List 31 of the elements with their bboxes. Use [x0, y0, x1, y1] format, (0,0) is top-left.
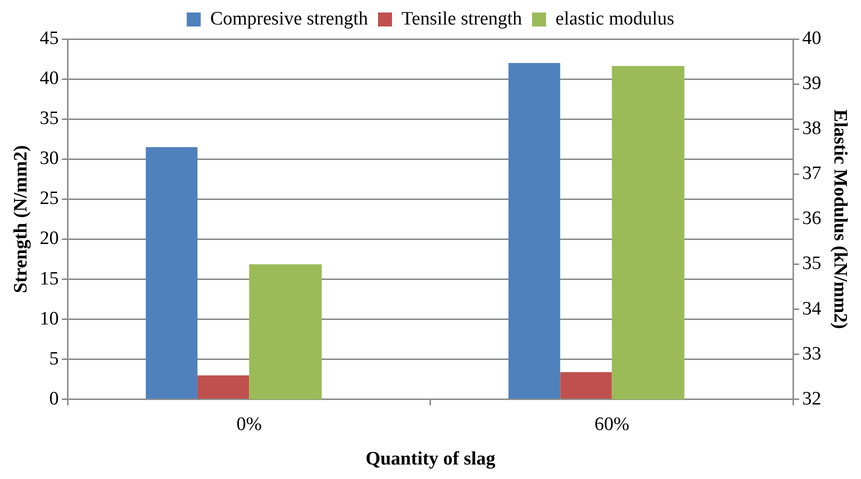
x-axis-title: Quantity of slag — [366, 448, 496, 470]
y2-tick-label: 40 — [802, 28, 822, 49]
y2-tick-label: 36 — [802, 208, 822, 230]
legend-label: Tensile strength — [401, 8, 523, 30]
bar — [146, 147, 198, 399]
x-tick-label: 0% — [236, 414, 262, 435]
legend-label: elastic modulus — [556, 8, 674, 30]
y-tick-label: 10 — [40, 308, 59, 330]
y-axis-title: Strength (N/mm2) — [10, 145, 32, 294]
bar — [508, 63, 560, 399]
y-tick-label: 45 — [40, 28, 59, 49]
legend-label: Compresive strength — [210, 8, 368, 30]
bar — [560, 372, 612, 399]
y2-tick-label: 34 — [802, 298, 822, 320]
y2-tick-label: 33 — [802, 343, 822, 364]
y2-tick-label: 38 — [802, 118, 822, 140]
bar — [197, 375, 250, 399]
y-tick-label: 30 — [40, 148, 59, 170]
y-tick-label: 35 — [40, 108, 59, 130]
y-tick-label: 25 — [40, 188, 59, 210]
y2-tick-label: 39 — [802, 73, 822, 94]
y-tick-label: 20 — [40, 228, 59, 250]
y2-tick-label: 37 — [802, 163, 822, 184]
y-tick-label: 15 — [40, 268, 59, 290]
y2-tick-label: 32 — [802, 388, 822, 410]
y-tick-label: 5 — [49, 348, 59, 370]
x-tick-label: 60% — [594, 414, 630, 435]
y2-tick-label: 35 — [802, 253, 822, 274]
y2-axis-title: Elastic Modulus (kN/mm2) — [830, 109, 851, 329]
y-tick-label: 40 — [40, 68, 59, 90]
y-tick-label: 0 — [49, 388, 59, 410]
